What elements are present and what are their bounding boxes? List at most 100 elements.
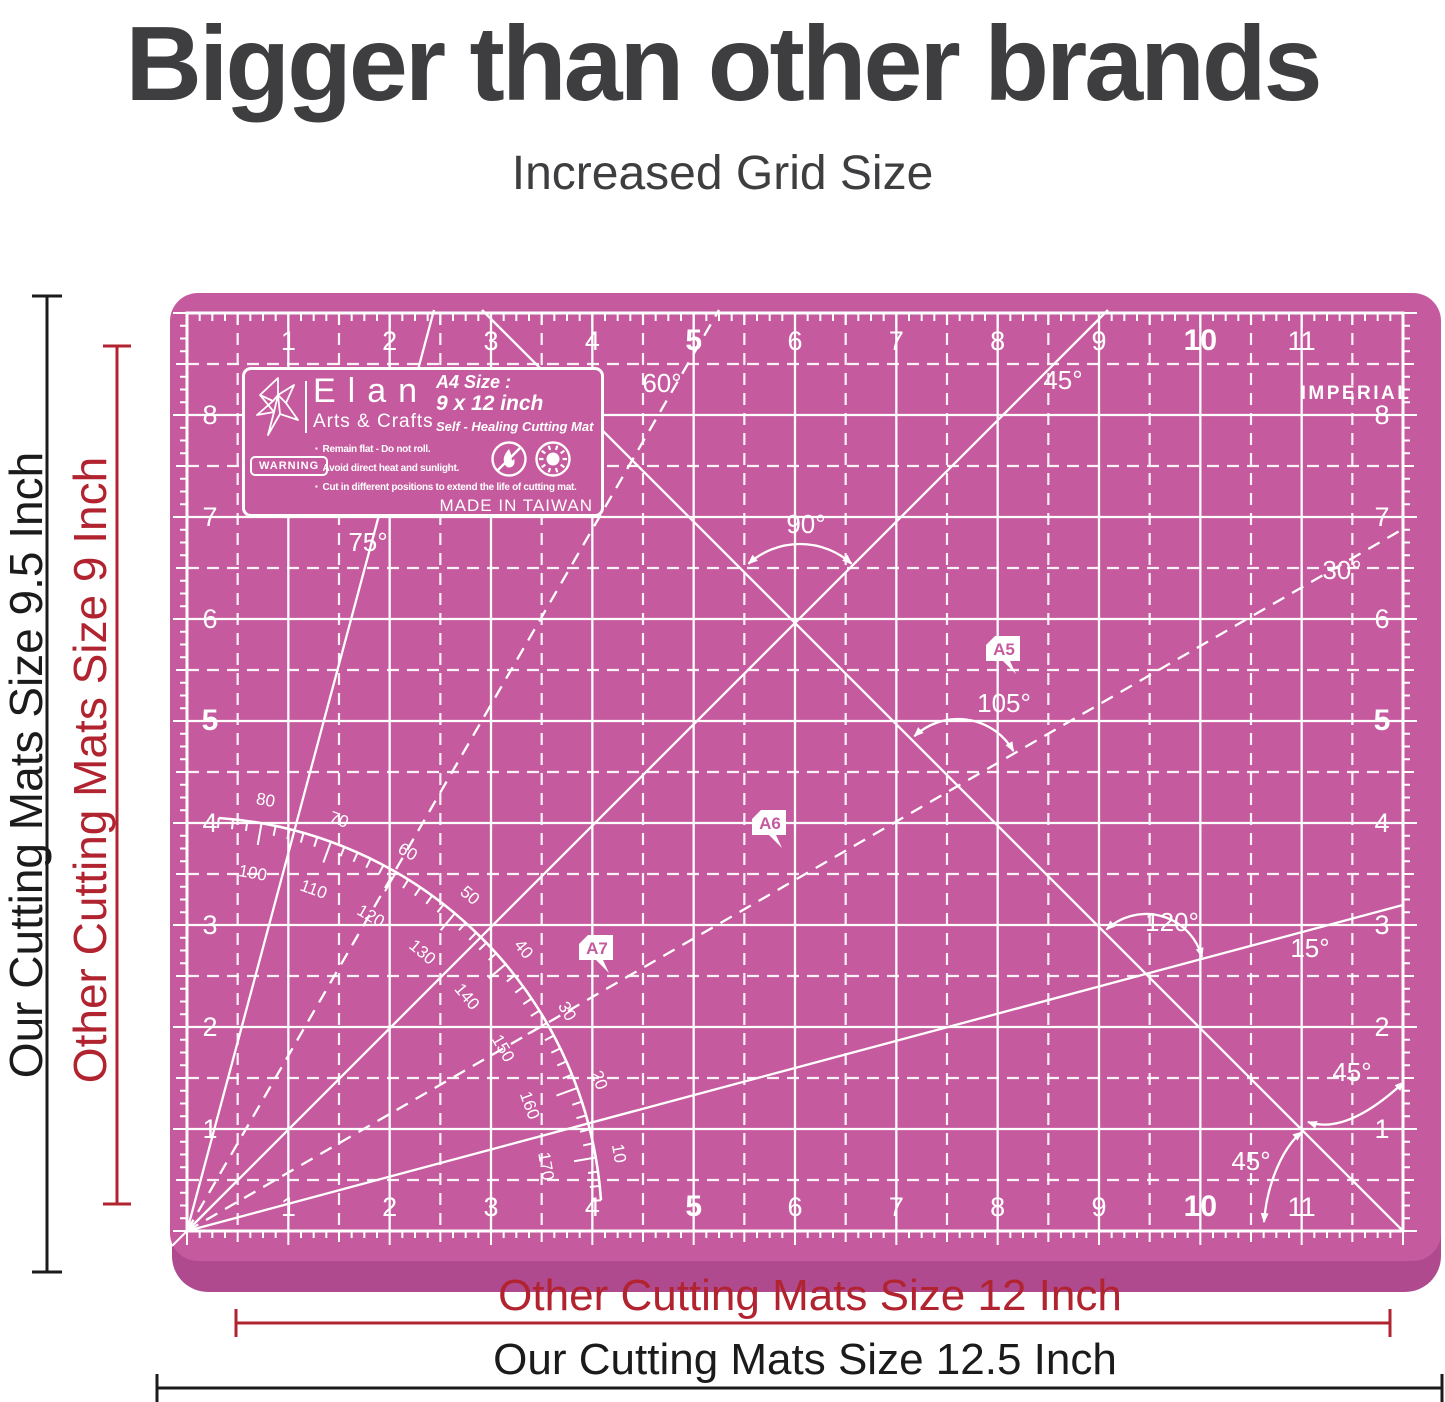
protractor-tick (244, 820, 249, 832)
protractor-tick (231, 819, 235, 830)
protractor-tick (286, 828, 291, 840)
protractor-tick (439, 912, 456, 931)
protractor-tick (299, 832, 305, 843)
origami-bird-icon (256, 377, 299, 436)
protractor-tick (562, 1073, 573, 1080)
protractor-degree-outer: 80 (255, 789, 277, 811)
protractor-tick (217, 817, 220, 829)
paper-size-flag-label: A6 (759, 814, 781, 833)
protractor-tick (377, 864, 385, 875)
ruler-number-top: 5 (685, 324, 702, 357)
unit-system-label: IMPERIAL (1301, 383, 1412, 404)
ruler-number-bottom: 7 (889, 1192, 904, 1222)
protractor-tick (478, 942, 488, 951)
corner-45-arrow-lower (1260, 1131, 1303, 1223)
paper-size-flag-label: A7 (586, 939, 608, 958)
corner-45-arrow-upper (1307, 1081, 1405, 1129)
protractor-tick (488, 952, 497, 961)
angle-label: 45° (1332, 1057, 1371, 1087)
headline: Bigger than other brands (125, 5, 1322, 123)
protractor-tick (514, 986, 524, 994)
paper-size-flag (986, 636, 1020, 674)
paper-size-flag-label: A5 (993, 640, 1015, 659)
protractor-degree-inner: 170 (534, 1151, 558, 1182)
ruler-number-top: 10 (1184, 324, 1217, 357)
product-name: Self - Healing Cutting Mat (436, 419, 594, 434)
ruler-number-bottom: 8 (990, 1192, 1005, 1222)
ruler-number-left: 1 (202, 1114, 217, 1144)
protractor-tick (352, 852, 359, 863)
protractor-tick (313, 836, 319, 847)
protractor-tick (550, 1047, 561, 1054)
protractor-tick (544, 1034, 555, 1042)
angle-arc (1105, 912, 1204, 958)
protractor-tick (589, 1184, 600, 1188)
ruler-number-bottom: 1 (281, 1192, 296, 1222)
ruler-number-bottom: 11 (1288, 1192, 1316, 1222)
ruler-number-left: 3 (202, 910, 217, 940)
dim-label-our-height: Our Cutting Mats Size 9.5 Inch (0, 451, 52, 1079)
ruler-number-bottom: 9 (1091, 1192, 1106, 1222)
no-sunlight-icon (535, 441, 571, 477)
care-instruction: ▪ Avoid direct heat and sunlight. (315, 463, 459, 474)
diagonal-135deg (481, 309, 1404, 1232)
dim-label-other-width: Other Cutting Mats Size 12 Inch (498, 1271, 1122, 1320)
angle-label: 90° (786, 509, 825, 539)
care-instruction: ▪ Cut in different positions to extend th… (315, 482, 577, 493)
ruler-number-right: 4 (1374, 808, 1389, 838)
protractor-tick (556, 1060, 567, 1067)
protractor-tick (506, 974, 516, 983)
origin-hatch (171, 1225, 193, 1247)
protractor-tick (579, 1128, 591, 1133)
ruler-number-left: 7 (202, 502, 217, 532)
angle-label: 15° (1290, 933, 1329, 963)
protractor-tick (530, 1009, 540, 1017)
ruler-number-top: 4 (585, 326, 600, 356)
warning-badge: WARNING (250, 456, 329, 476)
angle-label: 45° (1043, 365, 1082, 395)
mat-size-value: 9 x 12 inch (436, 392, 544, 415)
ruler-number-right: 5 (1374, 704, 1391, 737)
angle-label: 45° (1231, 1146, 1270, 1176)
protractor-tick (458, 922, 467, 931)
ruler-number-left: 8 (202, 400, 217, 430)
origin-ray-15deg (186, 903, 1404, 1233)
ruler-number-left: 4 (202, 808, 217, 838)
ruler-number-bottom: 4 (585, 1192, 600, 1222)
ruler-number-top: 8 (990, 326, 1005, 356)
paper-size-flag (579, 935, 613, 973)
angle-label: 60° (642, 368, 681, 398)
made-in-label: MADE IN TAIWAN (439, 496, 593, 515)
protractor-tick (572, 1100, 583, 1106)
angle-arc (913, 717, 1015, 752)
protractor-tick (339, 846, 346, 857)
angle-label: 105° (977, 688, 1031, 718)
dim-label-our-width: Our Cutting Mats Size 12.5 Inch (493, 1335, 1117, 1384)
protractor-tick (436, 903, 445, 913)
mat-logo-panel: Elan Arts & Crafts A4 Size : 9 x 12 inch… (242, 367, 604, 517)
no-fire-icon (491, 441, 527, 477)
brand-name: Elan (313, 372, 430, 410)
care-instruction: ▪ Remain flat - Do not roll. (315, 444, 431, 455)
ruler-number-right: 8 (1374, 400, 1389, 430)
ruler-number-left: 2 (202, 1012, 217, 1042)
ruler-number-bottom: 6 (787, 1192, 802, 1222)
protractor-tick (402, 879, 410, 889)
angle-arc (747, 542, 853, 565)
protractor-tick (425, 895, 433, 905)
ruler-number-top: 11 (1288, 326, 1316, 356)
ruler-number-top: 7 (889, 326, 904, 356)
protractor-tick (256, 823, 263, 846)
mat-surface (170, 293, 1441, 1261)
ruler-number-right: 7 (1374, 502, 1389, 532)
protractor-tick (587, 1170, 599, 1175)
ruler-number-top: 9 (1091, 326, 1106, 356)
ruler-number-top: 2 (382, 326, 397, 356)
ruler-number-bottom: 5 (685, 1190, 702, 1223)
ruler-number-right: 6 (1374, 604, 1389, 634)
dim-label-other-height: Other Cutting Mats Size 9 Inch (64, 456, 116, 1084)
protractor-tick (556, 1087, 578, 1097)
protractor-tick (583, 1142, 594, 1147)
protractor-tick (527, 1022, 548, 1035)
origin-ray-30deg (186, 528, 1404, 1232)
